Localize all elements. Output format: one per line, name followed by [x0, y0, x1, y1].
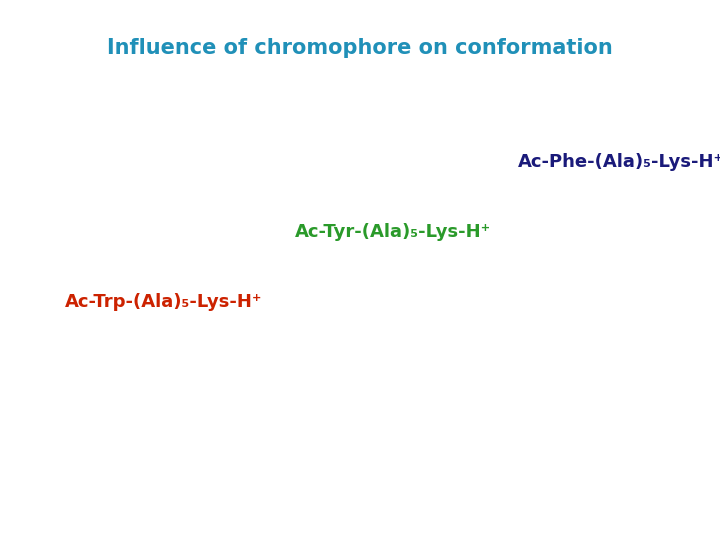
Text: Ac-Phe-(Ala)₅-Lys-H⁺: Ac-Phe-(Ala)₅-Lys-H⁺ [518, 153, 720, 171]
Text: Influence of chromophore on conformation: Influence of chromophore on conformation [107, 38, 613, 58]
Text: Ac-Trp-(Ala)₅-Lys-H⁺: Ac-Trp-(Ala)₅-Lys-H⁺ [65, 293, 262, 312]
Text: Ac-Tyr-(Ala)₅-Lys-H⁺: Ac-Tyr-(Ala)₅-Lys-H⁺ [295, 223, 492, 241]
